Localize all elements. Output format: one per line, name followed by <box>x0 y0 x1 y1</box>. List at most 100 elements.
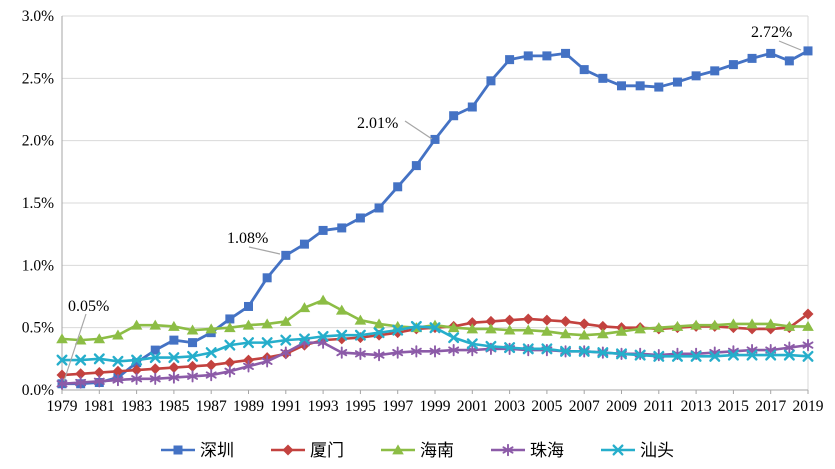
asterisk-marker-icon <box>131 375 143 383</box>
legend-label: 深圳 <box>200 440 234 460</box>
triangle-marker-icon <box>559 328 572 339</box>
x-marker-icon <box>354 329 366 341</box>
asterisk-marker-icon <box>373 351 385 359</box>
square-marker-icon <box>244 301 253 311</box>
square-marker-icon <box>579 65 589 75</box>
asterisk-marker-icon <box>336 348 348 357</box>
diamond-marker-icon <box>485 315 497 327</box>
x-marker-icon <box>746 349 758 361</box>
asterisk-marker-icon <box>187 372 199 380</box>
x-axis-tick-label: 2009 <box>606 398 637 415</box>
triangle-marker-icon <box>280 315 292 326</box>
x-marker-icon <box>112 355 124 367</box>
square-marker-icon <box>803 46 813 56</box>
x-marker-icon <box>466 338 478 350</box>
asterisk-marker-icon <box>93 377 105 385</box>
x-marker-icon <box>242 337 255 349</box>
legend-label: 汕头 <box>640 440 674 460</box>
square-marker-icon <box>262 273 272 283</box>
x-axis-tick-label: 1981 <box>84 398 115 415</box>
annotation-leader-line <box>248 246 281 255</box>
x-marker-icon <box>336 329 348 341</box>
x-axis-tick-label: 2003 <box>494 398 525 415</box>
asterisk-marker-icon <box>112 376 124 384</box>
x-marker-icon <box>187 350 199 362</box>
square-marker-icon <box>728 60 738 70</box>
triangle-marker-icon <box>242 319 255 330</box>
diamond-marker-icon <box>131 364 143 376</box>
square-marker-icon <box>486 76 496 86</box>
diamond-marker-icon <box>466 317 478 329</box>
triangle-marker-icon <box>392 444 404 455</box>
x-marker-icon <box>485 340 497 352</box>
square-marker-icon <box>672 77 682 87</box>
series-line-shenzhen <box>62 49 809 386</box>
square-marker-icon <box>467 102 477 112</box>
square-marker-icon <box>784 56 794 66</box>
legend-label: 厦门 <box>310 440 344 460</box>
square-marker-icon <box>374 203 384 213</box>
x-marker-icon <box>560 345 572 357</box>
square-marker-icon <box>691 71 701 81</box>
triangle-marker-icon <box>205 323 217 334</box>
legend-label: 珠海 <box>530 440 564 460</box>
asterisk-marker-icon <box>168 373 180 382</box>
asterisk-marker-icon <box>448 346 460 354</box>
triangle-marker-icon <box>653 322 665 333</box>
x-marker-icon <box>224 339 236 351</box>
diamond-marker-icon <box>522 313 534 325</box>
y-axis-tick-label: 1.0% <box>22 257 54 274</box>
y-axis-tick-label: 2.0% <box>22 133 54 150</box>
square-marker-icon <box>617 81 626 91</box>
triangle-marker-icon <box>578 329 590 340</box>
triangle-marker-icon <box>522 324 535 335</box>
diamond-marker-icon <box>93 367 105 379</box>
diamond-marker-icon <box>560 315 572 327</box>
square-marker-icon <box>766 48 776 58</box>
triangle-marker-icon <box>112 329 124 340</box>
x-marker-icon <box>616 348 627 360</box>
square-marker-icon <box>411 161 421 171</box>
asterisk-marker-icon <box>802 341 814 349</box>
x-axis-tick-label: 1995 <box>345 398 376 415</box>
triangle-marker-icon <box>373 318 385 329</box>
x-marker-icon <box>168 352 180 364</box>
square-marker-icon <box>542 51 552 61</box>
x-axis-tick-label: 1983 <box>121 398 152 415</box>
asterisk-marker-icon <box>224 367 236 375</box>
square-marker-icon <box>132 358 142 368</box>
x-marker-icon <box>522 343 534 355</box>
legend: 深圳 厦门 海南 珠海 汕头 <box>0 436 835 464</box>
square-marker-icon <box>561 48 571 58</box>
x-marker-icon <box>504 342 516 354</box>
triangle-marker-icon <box>597 328 609 339</box>
square-marker-icon <box>318 225 328 235</box>
diamond-marker-icon <box>168 362 180 374</box>
diamond-marker-icon <box>149 363 161 375</box>
series-hainan <box>56 294 814 345</box>
triangle-marker-icon <box>56 333 68 344</box>
asterisk-marker-icon <box>205 371 217 379</box>
asterisk-marker-icon <box>149 375 161 383</box>
triangle-marker-icon <box>261 318 273 329</box>
legend-label: 海南 <box>420 440 454 460</box>
series-shenzhen <box>57 46 813 389</box>
x-axis-tick-label: 2007 <box>569 398 600 415</box>
square-marker-icon <box>299 239 309 249</box>
x-marker-icon <box>597 347 609 359</box>
triangle-marker-icon <box>224 322 236 333</box>
x-axis-tick-label: 1987 <box>196 398 227 415</box>
x-marker-icon <box>653 350 665 362</box>
asterisk-marker-icon <box>783 343 795 352</box>
x-marker-icon <box>93 353 105 365</box>
x-marker-icon <box>131 354 143 366</box>
diamond-marker-icon <box>802 308 814 320</box>
x-marker-icon <box>149 352 161 364</box>
triangle-marker-icon <box>298 302 311 313</box>
x-marker-icon <box>634 349 646 361</box>
x-marker-icon <box>261 337 273 349</box>
series-shantou <box>56 320 814 367</box>
triangle-marker-icon <box>764 318 777 329</box>
x-marker-icon <box>392 324 404 336</box>
square-marker-icon <box>281 250 291 260</box>
